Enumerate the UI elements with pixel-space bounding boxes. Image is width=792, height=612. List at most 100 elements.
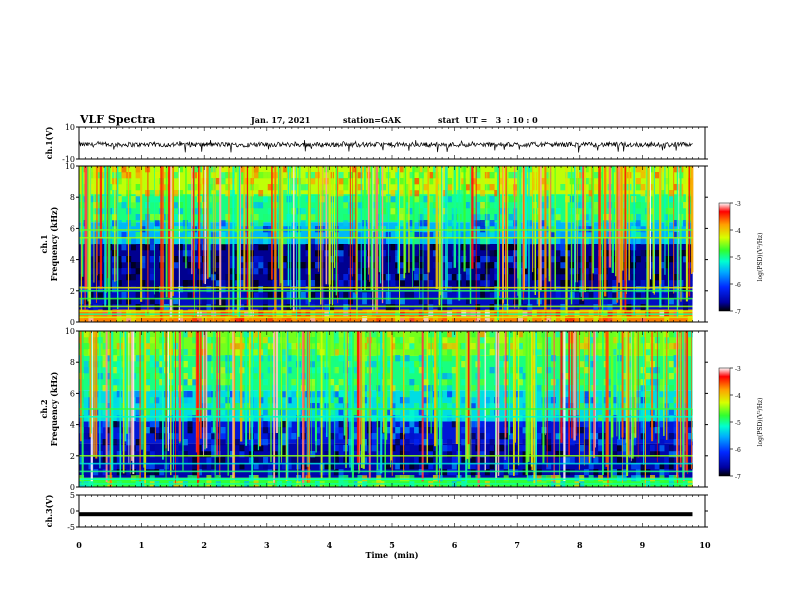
ch2-spectrogram-cell [447,415,453,422]
ch2-spectrogram-cell [234,403,240,410]
ch2-spectrogram-cell [149,361,155,368]
ch1-spectrogram-cell [399,232,405,239]
ch2-spectrogram-cell [112,379,118,386]
ch1-spectrogram-cell [239,220,245,227]
ch2-spectrogram-sferic [198,331,200,482]
ch2-spectrogram-cell [598,475,604,482]
ch2-spectrogram-cell [546,445,552,452]
ch1-spectrogram-cell [187,280,193,287]
ch2-spectrogram-cell [173,415,179,422]
ch1-spectrogram-cell [569,262,575,269]
ch1-spectrogram-cell [442,292,448,299]
ch2-spectrogram-cell [385,331,391,338]
ch1-spectrogram-cell [409,220,415,227]
ch2-spectrogram-cell [211,451,217,458]
ch2-spectrogram-cell [83,331,89,338]
ch1-spectrogram-cell [579,256,585,263]
ch2-spectrogram-cell [484,427,490,434]
ch1-spectrogram-sferic [191,166,193,275]
ch2-spectrogram-cell [310,367,316,374]
ch2-spectrogram-cell [612,337,618,344]
ch1-spectrogram-line [79,286,693,289]
ch1-spectrogram-cell [607,286,613,293]
ch2-spectrogram-cell [263,439,269,446]
ch2-spectrogram-cell [116,343,122,350]
ch1-spectrogram-cell [550,220,556,227]
ch1-spectrogram-sferic [93,166,95,283]
ch1-spectrogram-cell [640,310,646,317]
ch1-spectrogram-cell [560,256,566,263]
ch1-spectrogram-cell [357,172,363,179]
ch2-spectrogram-cell [484,343,490,350]
ch1-spectrogram-sferic [274,166,276,320]
ch1-spectrogram-cell [239,178,245,185]
ch2-spectrogram-cell [409,409,415,416]
ch1-spectrogram-cell [664,262,670,269]
ch2-spectrogram-cell [385,391,391,398]
ch1-spectrogram-cell [635,184,641,191]
ch1-spectrogram-cell [140,232,146,239]
ch2-spectrogram-cell [560,457,566,464]
ch2-spectrogram-cell [159,415,165,422]
ch2-spectrogram-sferic [605,331,608,467]
ch2-spectrogram-cell [612,349,618,356]
ch2-spectrogram-cell [498,433,505,440]
ch1-spectrogram-sferic [370,166,373,292]
ch1-spectrogram-sferic [611,166,614,273]
ch1-spectrogram-sferic [104,166,107,307]
ch2-spectrogram-sferic [129,331,131,474]
ch1-spectrogram-cell [211,274,217,281]
ch1-spectrogram-cell [281,196,287,203]
ch2-spectrogram-cell [385,409,391,416]
ch1-spectrogram-sferic [352,166,353,277]
ch2-spectrogram-cell [281,439,287,446]
ch2-spectrogram-cell [461,439,467,446]
ch2-spectrogram-cell [230,475,236,482]
ch1-spectrogram-cell [683,220,689,227]
ch1-spectrogram-cell [494,274,500,281]
ch1-spectrogram-cell [673,292,679,299]
ch1-spectrogram-cell [211,268,217,275]
ch1-spectrogram-line [79,313,693,315]
ch1-spectrogram-line [79,297,693,300]
ch2-spectrogram-cell [593,331,599,338]
ch1-spectrogram-cell [314,262,320,269]
ch2-spectrogram-cell [645,415,651,422]
ch1-spectrogram-cell [239,256,245,263]
ch2-spectrogram-cell [541,475,547,482]
ch1-spectrogram-cell [352,178,358,185]
ch1-spectrogram-sferic [445,166,447,291]
ch1-spectrogram-line [79,290,693,292]
ch1-spectrogram-cell [621,238,627,245]
ch2-spectrogram-sferic [124,331,127,442]
ch1-spectrogram-cell [442,166,448,173]
ch2-spectrogram-cell [517,331,523,338]
ch2-spectrogram-cell [668,457,674,464]
ch1-spectrogram-cell [310,292,316,299]
ch2-spectrogram-cell [546,463,552,470]
ch2-spectrogram-cell [602,379,608,386]
ch2-spectrogram-cell [645,397,651,404]
x-tick-label: 1 [139,540,145,550]
ch1-spectrogram-cell [602,310,608,317]
ch2-spectrogram-cell [645,403,651,410]
ch2-spectrogram-cell [593,433,599,440]
ch2-spectrogram-cell [310,391,316,398]
ch2-spectrogram-sferic [204,331,206,439]
ch1-spectrogram-cell [484,214,490,221]
ch1-spectrogram-cell [508,232,514,239]
ch1-spectrogram-sferic [621,166,624,271]
ch1-spectrogram-cell [541,268,547,275]
ch2-spectrogram-sferic [132,331,135,475]
ch1-spectrogram-cell [541,238,547,245]
ch1-spectrogram-cell [475,202,481,209]
ch1-spectrogram-cell [215,184,221,191]
ch1-spectrogram-cell [513,298,519,305]
ch1-spectrogram-cell [673,286,679,293]
ch2-spectrogram-cell [659,379,665,386]
ch1-spectrogram-cell [621,202,627,209]
ch1-spectrogram-cell [550,238,556,245]
ch2-spectrogram-cell [673,463,679,470]
ch1-spectrogram-cell [399,166,405,173]
